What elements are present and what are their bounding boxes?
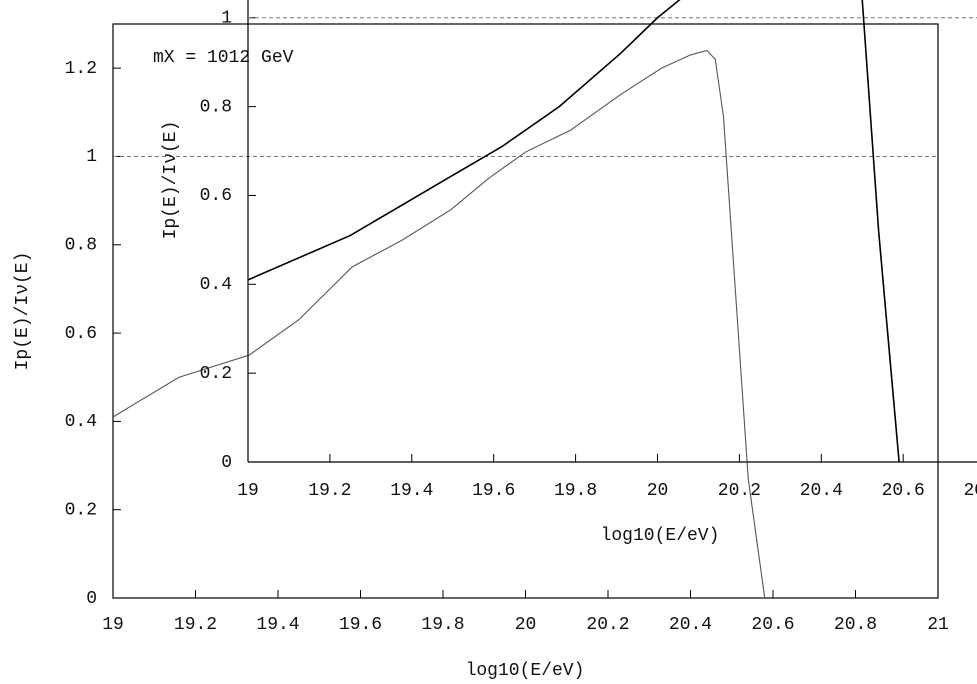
- x-tick-label: 19.2: [174, 615, 217, 635]
- x-tick-label: 19.8: [554, 481, 597, 501]
- x-tick-label: 19: [237, 481, 259, 501]
- x-tick-label: 20.4: [669, 615, 712, 635]
- y-tick-label: 0.6: [65, 324, 97, 344]
- x-tick-label: 21: [927, 615, 949, 635]
- y-tick-label: 1: [86, 147, 97, 167]
- y-tick-label: 0: [86, 589, 97, 609]
- annotation: mX = 1012 GeV: [153, 48, 294, 68]
- x-axis-label: log10(E/eV): [601, 526, 720, 546]
- x-tick-label: 19.2: [308, 481, 351, 501]
- x-tick-label: 20: [647, 481, 669, 501]
- x-tick-label: 20.8: [834, 615, 877, 635]
- x-tick-label: 19: [102, 615, 124, 635]
- x-tick-label: 20.2: [586, 615, 629, 635]
- x-tick-label: 20.2: [718, 481, 761, 501]
- x-tick-label: 20.4: [800, 481, 843, 501]
- y-tick-label: 0: [221, 453, 232, 473]
- y-tick-label: 1: [221, 9, 232, 29]
- data-line: [248, 0, 900, 462]
- x-tick-label: 20: [515, 615, 537, 635]
- y-tick-label: 0.2: [65, 500, 97, 520]
- y-tick-label: 0.8: [65, 236, 97, 256]
- y-tick-label: 0.2: [200, 364, 232, 384]
- plot-frame: [112, 23, 939, 599]
- y-tick-label: 0.4: [200, 275, 232, 295]
- y-tick-label: 1.2: [65, 59, 97, 79]
- y-tick-label: 0.8: [200, 97, 232, 117]
- data-line: [113, 49, 766, 598]
- x-tick-label: 19.8: [421, 615, 464, 635]
- y-axis-label: Ip(E)/Iν(E): [13, 252, 33, 371]
- x-axis-label: log10(E/eV): [466, 661, 585, 681]
- x-tick-label: 20.6: [882, 481, 925, 501]
- x-tick-label: 19.6: [472, 481, 515, 501]
- x-tick-label: 20.8: [963, 481, 977, 501]
- y-tick-label: 0.6: [200, 186, 232, 206]
- x-tick-label: 20.6: [751, 615, 794, 635]
- y-axis-label: Ip(E)/Iν(E): [161, 121, 181, 240]
- y-tick-label: 0.4: [65, 412, 97, 432]
- x-tick-label: 19.6: [339, 615, 382, 635]
- x-tick-label: 19.4: [256, 615, 299, 635]
- x-tick-label: 19.4: [390, 481, 433, 501]
